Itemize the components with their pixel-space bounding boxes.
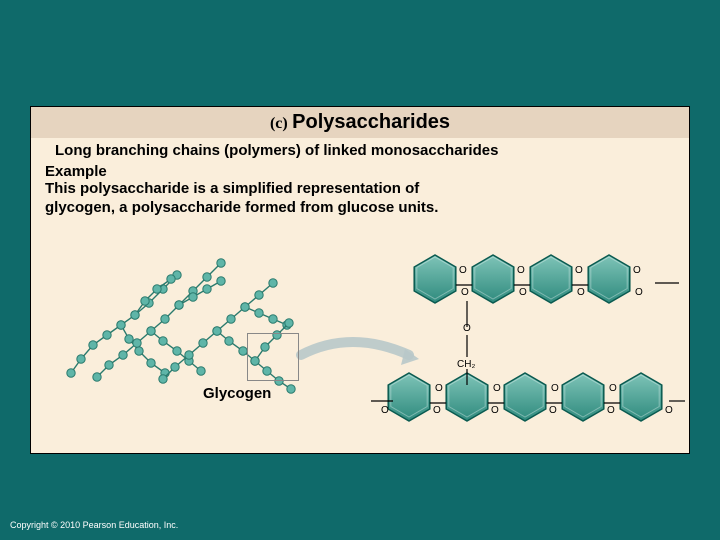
glycogen-label: Glycogen (203, 385, 271, 402)
chem-label: O (575, 265, 583, 276)
chem-label: O (459, 265, 467, 276)
chem-label: O (635, 287, 643, 298)
description-line-1: This polysaccharide is a simplified repr… (31, 180, 689, 199)
chem-label: O (463, 323, 471, 334)
description-line-2: glycogen, a polysaccharide formed from g… (31, 199, 689, 218)
subtitle: Long branching chains (polymers) of link… (31, 138, 689, 159)
chem-label: O (461, 287, 469, 298)
chem-label: O (551, 383, 559, 394)
diagram-svg (31, 239, 691, 449)
chem-label: O (435, 383, 443, 394)
title-bar: (c) Polysaccharides (31, 107, 689, 138)
chem-label: O (381, 405, 389, 416)
copyright: Copyright © 2010 Pearson Education, Inc. (10, 520, 178, 530)
chem-label: O (491, 405, 499, 416)
chem-label: O (577, 287, 585, 298)
diagram-area: OOOOOOOOOOOOOOOOOOOCH₂ (31, 239, 691, 449)
chem-label: O (433, 405, 441, 416)
content-panel: (c) Polysaccharides Long branching chain… (30, 106, 690, 454)
chem-label: O (519, 287, 527, 298)
chem-label: CH₂ (457, 359, 475, 370)
example-label: Example (31, 159, 689, 180)
highlight-box (247, 333, 299, 381)
chem-label: O (609, 383, 617, 394)
chem-label: O (607, 405, 615, 416)
chem-label: O (549, 405, 557, 416)
title-main: Polysaccharides (292, 111, 450, 133)
chem-label: O (493, 383, 501, 394)
chem-label: O (665, 405, 673, 416)
chem-label: O (633, 265, 641, 276)
title-prefix: (c) (270, 115, 288, 132)
chem-label: O (517, 265, 525, 276)
